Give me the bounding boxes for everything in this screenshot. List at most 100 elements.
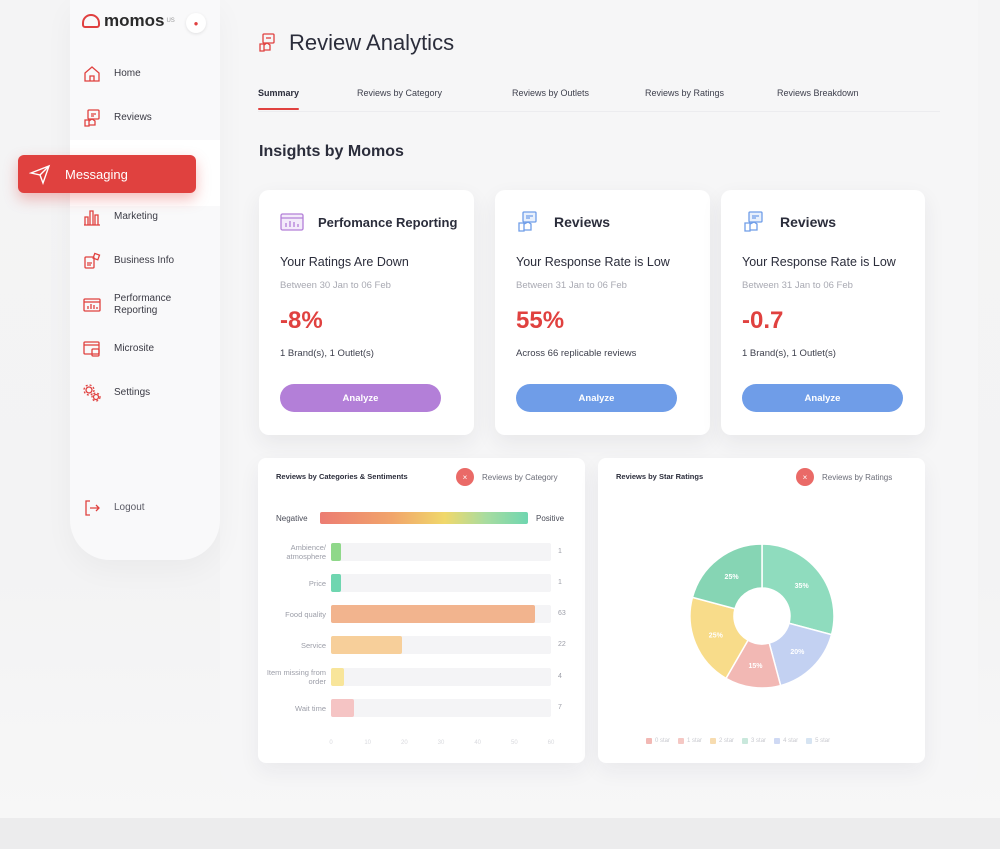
category-label: Wait time xyxy=(295,704,326,713)
card-date-range: Between 30 Jan to 06 Feb xyxy=(280,280,391,291)
category-count-label: 63 xyxy=(558,610,566,617)
business-info-icon xyxy=(82,251,102,271)
sidebar-item-settings[interactable]: Settings xyxy=(82,383,150,403)
sentiment-positive-label: Positive xyxy=(536,514,565,523)
logo-region: US xyxy=(166,18,175,24)
tab-reviews-by-ratings[interactable]: Reviews by Ratings xyxy=(645,88,725,98)
ratings-legend: 0 star 1 star 2 star 3 star 4 star 5 star xyxy=(646,738,830,744)
insight-card-response-rate: Reviews Your Response Rate is Low Betwee… xyxy=(495,190,710,435)
tab-reviews-by-outlets[interactable]: Reviews by Outlets xyxy=(512,88,590,98)
category-label: Service xyxy=(300,641,326,650)
reviews-icon xyxy=(82,108,102,128)
sidebar-item-label: Microsite xyxy=(114,343,155,354)
card-description: 1 Brand(s), 1 Outlet(s) xyxy=(742,348,836,359)
sidebar-item-business-info[interactable]: Business Info xyxy=(82,251,174,271)
donut-slice[interactable] xyxy=(761,543,835,636)
category-bar-row: Price 1 xyxy=(258,574,578,594)
sidebar xyxy=(70,0,220,560)
page-title: Review Analytics xyxy=(289,30,455,55)
legend-swatch xyxy=(742,738,749,744)
filter-label: Reviews by Category xyxy=(482,472,558,482)
x-tick-label: 50 xyxy=(510,740,518,746)
category-bar-row: Wait time 7 xyxy=(258,699,578,719)
category-bar[interactable] xyxy=(331,574,341,592)
legend-swatch xyxy=(774,738,781,744)
category-bar[interactable] xyxy=(331,605,535,623)
momos-logo[interactable]: momos US xyxy=(82,11,175,31)
category-count-label: 1 xyxy=(558,548,562,555)
legend-item[interactable]: 0 star xyxy=(646,738,670,744)
analyze-button[interactable]: Analyze xyxy=(280,384,441,412)
page-header: Review Analytics xyxy=(257,30,454,56)
category-bar-row: Item missing from order 4 xyxy=(258,668,578,688)
marketing-icon xyxy=(82,207,102,227)
card-heading: Perfomance Reporting xyxy=(318,214,458,230)
legend-swatch xyxy=(710,738,717,744)
sidebar-item-label: Performance Reporting xyxy=(114,293,172,316)
legend-swatch xyxy=(678,738,685,744)
sidebar-item-home[interactable]: Home xyxy=(82,64,141,84)
performance-reporting-icon xyxy=(280,213,304,231)
ratings-filter-chip[interactable]: × Reviews by Ratings xyxy=(796,468,892,486)
analyze-button[interactable]: Analyze xyxy=(516,384,677,412)
x-axis-ticks: 0 10 20 30 40 50 60 xyxy=(329,740,554,750)
sentiment-negative-label: Negative xyxy=(276,514,308,523)
bar-track xyxy=(331,543,551,561)
category-bar[interactable] xyxy=(331,699,354,717)
sidebar-item-reviews[interactable]: Reviews xyxy=(82,108,152,128)
category-bar-row: Service 22 xyxy=(258,636,578,656)
category-label: Food quality xyxy=(285,610,326,619)
star-ratings-donut-chart: 35% 20% 15% 25% 25% xyxy=(689,543,835,689)
analyze-button[interactable]: Analyze xyxy=(742,384,903,412)
logout-icon xyxy=(82,498,102,518)
category-filter-chip[interactable]: × Reviews by Category xyxy=(456,468,558,486)
donut-slice-label: 25% xyxy=(725,574,740,581)
tab-reviews-breakdown[interactable]: Reviews Breakdown xyxy=(777,88,859,98)
sentiment-scale: Negative Positive xyxy=(276,512,566,526)
donut-slice-label: 20% xyxy=(790,649,805,656)
category-count-label: 22 xyxy=(558,641,566,648)
legend-item[interactable]: 4 star xyxy=(774,738,798,744)
category-bar[interactable] xyxy=(331,668,344,686)
tab-summary[interactable]: Summary xyxy=(258,88,300,110)
logout-button[interactable]: Logout xyxy=(82,498,145,518)
category-bar[interactable] xyxy=(331,543,341,561)
donut-slice-label: 15% xyxy=(748,663,763,670)
tab-reviews-by-category[interactable]: Reviews by Category xyxy=(357,88,443,98)
category-bar-row: Food quality 63 xyxy=(258,605,578,625)
close-icon[interactable]: × xyxy=(456,468,474,486)
reviews-icon xyxy=(744,211,763,232)
bar-track xyxy=(331,668,551,686)
category-bar[interactable] xyxy=(331,636,403,654)
sidebar-item-messaging[interactable]: Messaging xyxy=(18,155,196,193)
card-description: 1 Brand(s), 1 Outlet(s) xyxy=(280,348,374,359)
star-ratings-panel: Reviews by Star Ratings × Reviews by Rat… xyxy=(598,458,925,763)
legend-item[interactable]: 5 star xyxy=(806,738,830,744)
filter-label: Reviews by Ratings xyxy=(822,472,893,482)
bar-track xyxy=(331,574,551,592)
sidebar-item-microsite[interactable]: Microsite xyxy=(82,339,154,359)
donut-slice[interactable] xyxy=(691,543,763,610)
card-subtitle: Your Response Rate is Low xyxy=(742,255,896,269)
tab-bar: Summary Reviews by Category Reviews by O… xyxy=(258,88,940,112)
review-analytics-icon xyxy=(259,33,275,52)
microsite-icon xyxy=(82,339,102,359)
close-icon[interactable]: × xyxy=(796,468,814,486)
donut-slice[interactable] xyxy=(689,596,750,680)
sidebar-item-performance-reporting[interactable]: Performance Reporting xyxy=(82,293,184,317)
section-title: Insights by Momos xyxy=(259,143,404,160)
sidebar-item-label: Settings xyxy=(114,387,151,398)
legend-item[interactable]: 2 star xyxy=(710,738,734,744)
category-label: Ambience/ atmosphere xyxy=(286,543,326,561)
x-tick-label: 40 xyxy=(474,740,481,746)
legend-label: 0 star xyxy=(655,738,671,744)
sidebar-item-marketing[interactable]: Marketing xyxy=(82,207,158,227)
category-label: Price xyxy=(308,579,326,588)
category-sentiment-panel: Reviews by Categories & Sentiments × Rev… xyxy=(258,458,585,763)
sidebar-item-label: Home xyxy=(114,68,141,79)
notification-badge-icon[interactable]: ● xyxy=(186,13,206,33)
category-label: Item missing from order xyxy=(266,668,326,686)
legend-item[interactable]: 3 star xyxy=(742,738,766,744)
legend-item[interactable]: 1 star xyxy=(678,738,702,744)
x-tick-label: 0 xyxy=(329,740,333,746)
